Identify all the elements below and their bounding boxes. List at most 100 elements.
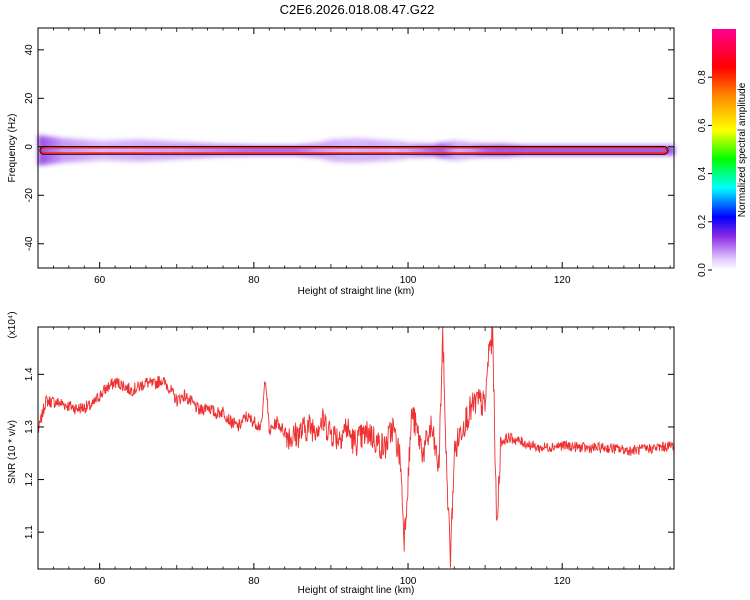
spectrogram-cell [64, 138, 70, 163]
spectrogram-cell [411, 143, 417, 158]
spectrogram-cell [531, 145, 536, 156]
spectrogram-cell [346, 138, 351, 163]
spectrogram-cell [169, 141, 174, 160]
spectrogram-cell [558, 145, 563, 156]
spectrogram-cell [550, 145, 556, 156]
spectrogram-cell [450, 141, 455, 160]
colorbar-tick-label: 0.4 [697, 166, 708, 180]
spectrogram-cell [469, 142, 475, 158]
spectrogram-cell [508, 144, 513, 157]
snr-y-tick-label: 1.2 [24, 472, 35, 486]
spectrogram-cell [165, 141, 170, 160]
spectrogram-cell [504, 144, 509, 157]
spectrogram-cell [400, 141, 405, 160]
spectrogram-cell [458, 141, 463, 160]
spectrogram-cell [462, 141, 467, 160]
spectrogram-cell [311, 143, 317, 158]
spectrogram-cell [442, 142, 448, 159]
spectrogram-cell [577, 145, 583, 156]
spectrogram-cell [454, 140, 459, 161]
spectrogram-cell [662, 145, 667, 156]
spectrogram-cell [562, 145, 567, 156]
spectrogram-cell [153, 140, 159, 161]
spectrogram-cell [373, 139, 378, 162]
spectrogram-x-tick-label: 80 [248, 275, 260, 286]
spectrogram-ticks: 60 80 100 120 -40 -20 0 20 40 [24, 28, 674, 286]
spectrogram-cell [115, 140, 120, 161]
spectrogram-cell [122, 139, 128, 162]
spectrogram-cell [91, 140, 97, 161]
spectrogram-x-tick-label: 100 [400, 275, 417, 286]
spectrogram-cell [265, 145, 270, 156]
snr-multiplier-label: (x10⁴) [7, 311, 18, 338]
spectrogram-cell [604, 145, 610, 156]
spectrogram-cell [492, 144, 498, 157]
spectrogram-cell [338, 138, 344, 162]
spectrogram-y-axis-label: Frequency (Hz) [7, 114, 18, 183]
spectrogram-cell [284, 145, 290, 156]
spectrogram-cell [68, 138, 74, 163]
spectrogram-cell [369, 139, 374, 162]
spectrogram-frame [37, 27, 675, 269]
spectrogram-cell [350, 138, 355, 163]
spectrogram-cell [523, 145, 529, 156]
spectrogram-cell [500, 144, 505, 157]
spectrogram-cell [142, 139, 147, 162]
spectrogram-cell [623, 145, 629, 156]
spectrogram-cell [566, 145, 571, 156]
spectrogram-cell [512, 144, 517, 157]
spectrogram-cell [488, 144, 494, 157]
spectrogram-cell [666, 145, 671, 156]
spectrogram-cell [573, 145, 579, 156]
spectrogram-cell [388, 140, 394, 161]
spectrogram-cell [542, 145, 548, 156]
spectrogram-cell [88, 139, 93, 162]
spectrogram-cell [215, 144, 220, 157]
spectrogram-cell [600, 145, 606, 156]
spectrogram-cell [627, 145, 633, 156]
snr-y-axis-label: SNR (10 * v/v) [7, 420, 18, 484]
spectrogram-cell [415, 143, 421, 158]
spectrogram-cell [519, 145, 525, 156]
spectrogram-cell [323, 141, 328, 160]
spectrogram-cell [620, 145, 625, 156]
spectrogram-cell [354, 138, 359, 163]
spectrogram-cell [581, 145, 586, 156]
spectrogram-cell [103, 140, 108, 161]
snr-frame [37, 326, 675, 570]
colorbar-tick-label: 0.2 [697, 214, 708, 228]
spectrogram-cell [546, 145, 552, 156]
spectrogram-y-tick-label: 20 [24, 92, 35, 104]
spectrogram-ridge [38, 135, 675, 166]
spectrogram-cell [145, 139, 151, 162]
spectrogram-cell [616, 145, 621, 156]
spectrogram-cell [670, 145, 675, 156]
spectrogram-cell [223, 144, 228, 157]
spectrogram-cell [327, 140, 332, 161]
colorbar-ticks: 0.0 0.2 0.4 0.6 0.8 [697, 70, 712, 277]
spectrogram-cell [276, 145, 282, 156]
spectrogram-cell [485, 144, 490, 157]
spectrogram-cell [199, 143, 205, 158]
spectrogram-cell [303, 144, 309, 157]
spectrogram-cell [365, 138, 371, 162]
spectrogram-cell [176, 141, 182, 160]
snr-y-tick-label: 1.4 [24, 367, 35, 381]
snr-y-tick-label: 1.3 [24, 420, 35, 434]
spectrogram-cell [111, 140, 116, 161]
spectrogram-cell [643, 145, 648, 156]
spectrogram-cell [315, 142, 320, 158]
spectrogram-cell [118, 139, 124, 161]
spectrogram-cell [84, 139, 89, 162]
spectrogram-cell [184, 142, 189, 159]
snr-x-axis-label: Height of straight line (km) [298, 585, 415, 596]
spectrogram-cell [226, 144, 232, 157]
spectrogram-cell [192, 142, 197, 159]
spectrogram-cell [219, 144, 224, 157]
spectrogram-cell [273, 145, 278, 156]
colorbar-gradient [712, 29, 736, 270]
spectrogram-cell [392, 140, 398, 161]
colorbar-label: Normalized spectral amplitude [737, 82, 748, 217]
figure-title: C2E6.2026.018.08.47.G22 [280, 2, 435, 17]
